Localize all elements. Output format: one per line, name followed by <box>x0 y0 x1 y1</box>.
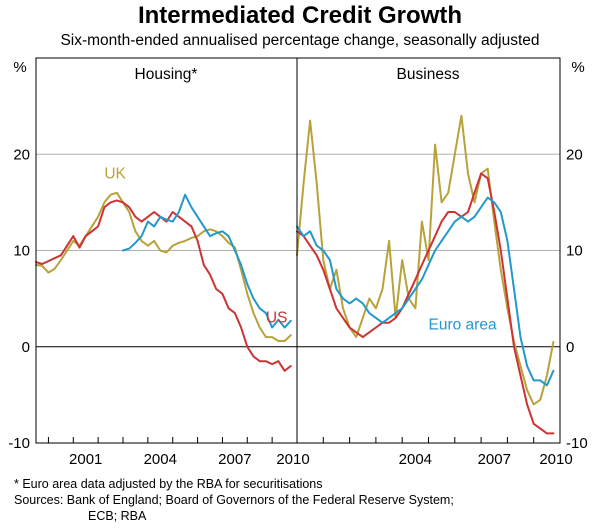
y-tick-left--10: -10 <box>8 435 30 452</box>
x-tick-housing-2001: 2001 <box>69 451 102 468</box>
x-tick-business-2007: 2007 <box>478 451 511 468</box>
x-tick-housing-2007: 2007 <box>218 451 251 468</box>
y-tick-left-20: 20 <box>13 146 30 163</box>
footnote-sources-cont: ECB; RBA <box>88 509 147 523</box>
y-tick-left-10: 10 <box>13 243 30 260</box>
series-housing-uk <box>35 191 292 342</box>
series-business-uk <box>296 114 555 406</box>
footnote-adjustment: * Euro area data adjusted by the RBA for… <box>14 477 323 491</box>
y-tick-left-0: 0 <box>22 339 30 356</box>
series-housing-us <box>35 199 292 372</box>
series-business-us <box>296 172 555 435</box>
footnote-sources: Sources: Bank of England; Board of Gover… <box>14 493 454 507</box>
chart-subtitle: Six-month-ended annualised percentage ch… <box>60 32 539 49</box>
label-layer: UK US Euro area <box>104 165 497 333</box>
y-tick-right--10: -10 <box>566 435 588 452</box>
axis-layer: -10 -10 0 0 10 10 20 20 2001 2004 2007 2010 2004 2007… <box>8 146 587 468</box>
series-label-business-euro-area: Euro area <box>429 316 497 333</box>
panel-title-housing: Housing* <box>135 66 198 83</box>
y-unit-left: % <box>13 59 26 76</box>
series-label-housing-us: US <box>266 310 288 327</box>
series-layer <box>35 114 555 435</box>
chart: Intermediated Credit Growth Six-month-en… <box>8 2 587 468</box>
y-tick-right-10: 10 <box>566 243 583 260</box>
x-tick-housing-2010: 2010 <box>276 451 309 468</box>
panel-title-business: Business <box>397 66 460 83</box>
x-tick-housing-2004: 2004 <box>144 451 177 468</box>
y-tick-right-0: 0 <box>566 339 574 356</box>
y-unit-right: % <box>571 59 584 76</box>
x-tick-business-2010: 2010 <box>539 451 572 468</box>
y-tick-right-20: 20 <box>566 146 583 163</box>
series-business-euro-area <box>296 196 555 387</box>
footnotes: * Euro area data adjusted by the RBA for… <box>14 476 454 524</box>
plot-frame <box>35 57 561 444</box>
series-housing-euro-area <box>122 193 292 329</box>
chart-title: Intermediated Credit Growth <box>138 2 462 29</box>
x-tick-business-2004: 2004 <box>399 451 432 468</box>
series-label-housing-uk: UK <box>104 165 126 182</box>
